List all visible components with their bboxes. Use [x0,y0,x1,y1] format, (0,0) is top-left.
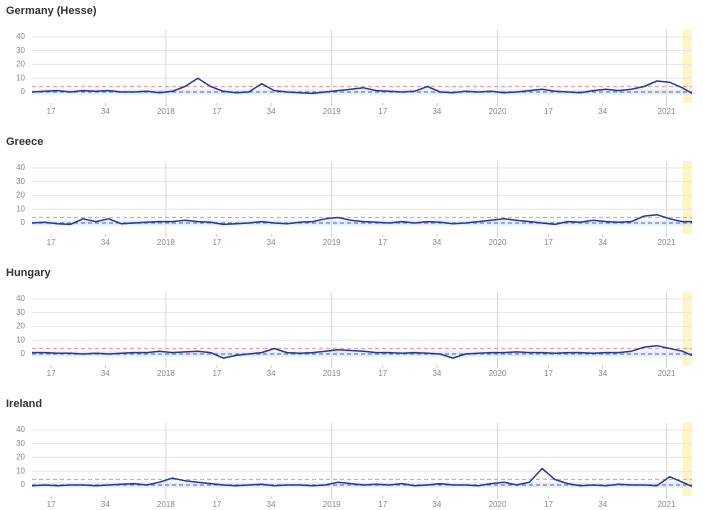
x-tick-label: 2018 [157,369,175,378]
x-tick-label: 17 [47,369,56,378]
chart-title: Greece [6,136,43,148]
y-tick-label: 0 [21,349,26,358]
x-tick-label: 17 [544,238,553,247]
x-tick-label: 34 [267,107,276,116]
y-tick-label: 40 [16,32,25,41]
highlight [682,30,692,103]
x-tick-label: 17 [544,369,553,378]
x-tick-label: 2018 [157,500,175,509]
highlight [682,423,692,496]
highlight [682,292,692,365]
data-line [32,344,693,359]
x-tick-label: 34 [598,238,607,247]
x-tick-label: 34 [598,107,607,116]
x-tick-label: 17 [544,500,553,509]
y-tick-label: 20 [16,453,25,462]
data-line [31,77,693,95]
x-tick-label: 17 [212,369,221,378]
x-tick-label: 2018 [157,107,175,116]
y-tick-label: 10 [16,204,25,213]
y-tick-label: 10 [16,335,25,344]
y-tick-label: 40 [16,163,25,172]
x-tick-label: 34 [432,238,441,247]
x-tick-label: 17 [378,369,387,378]
x-tick-label: 17 [212,107,221,116]
y-tick-label: 20 [16,60,25,69]
x-tick-label: 34 [101,500,110,509]
x-tick-label: 17 [378,107,387,116]
x-tick-label: 34 [598,500,607,509]
x-tick-label: 2019 [323,369,341,378]
x-tick-label: 34 [101,238,110,247]
x-tick-label: 2021 [658,500,676,509]
x-tick-label: 2020 [489,500,507,509]
y-tick-label: 10 [16,466,25,475]
x-tick-label: 2020 [489,238,507,247]
x-tick-label: 17 [212,238,221,247]
y-tick-label: 0 [21,218,26,227]
y-tick-label: 40 [16,294,25,303]
x-tick-label: 34 [432,107,441,116]
chart-title: Ireland [6,398,42,410]
x-tick-label: 34 [267,500,276,509]
y-tick-label: 20 [16,191,25,200]
y-tick-label: 20 [16,322,25,331]
y-tick-label: 30 [16,177,25,186]
y-tick-label: 10 [16,73,25,82]
x-tick-label: 17 [47,500,56,509]
x-tick-label: 34 [267,238,276,247]
x-tick-label: 2021 [658,107,676,116]
y-tick-label: 0 [21,87,26,96]
x-tick-label: 34 [432,369,441,378]
x-tick-label: 34 [432,500,441,509]
x-tick-label: 17 [47,107,56,116]
x-tick-label: 34 [101,369,110,378]
x-tick-label: 2019 [323,107,341,116]
chart-title: Hungary [6,267,52,279]
y-tick-label: 30 [16,308,25,317]
data-line [31,467,693,488]
x-tick-label: 34 [267,369,276,378]
x-tick-label: 17 [212,500,221,509]
x-tick-label: 34 [101,107,110,116]
data-line [31,213,692,226]
highlight [682,161,692,234]
x-tick-label: 17 [378,500,387,509]
x-tick-label: 2020 [489,369,507,378]
x-tick-label: 2021 [658,369,676,378]
x-tick-label: 34 [598,369,607,378]
x-tick-label: 2018 [157,238,175,247]
y-tick-label: 40 [16,425,25,434]
x-tick-label: 2019 [323,238,341,247]
chart-title: Germany (Hesse) [6,5,97,17]
y-tick-label: 0 [21,480,26,489]
x-tick-label: 2019 [323,500,341,509]
x-tick-label: 17 [544,107,553,116]
x-tick-label: 17 [378,238,387,247]
y-tick-label: 30 [16,439,25,448]
y-tick-label: 30 [16,46,25,55]
x-tick-label: 17 [47,238,56,247]
x-tick-label: 2021 [658,238,676,247]
x-tick-label: 2020 [489,107,507,116]
